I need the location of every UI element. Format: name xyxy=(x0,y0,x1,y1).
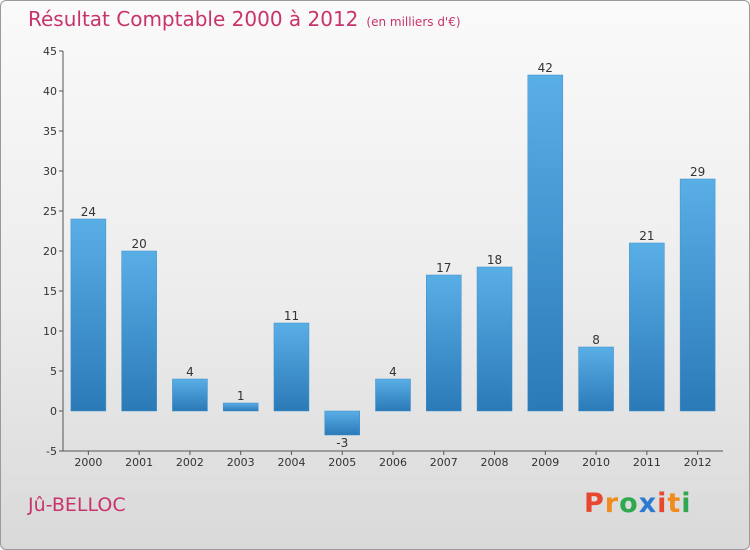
x-tick-label: 2008 xyxy=(481,456,509,469)
logo-letter: P xyxy=(584,488,605,519)
y-tick-label: 40 xyxy=(43,85,57,98)
bar-value-label: 4 xyxy=(186,365,194,379)
bar-value-label: 1 xyxy=(237,389,245,403)
bar-value-label: 20 xyxy=(132,237,147,251)
x-tick-label: 2004 xyxy=(277,456,305,469)
x-tick-label: 2012 xyxy=(684,456,712,469)
y-tick-label: 20 xyxy=(43,245,57,258)
y-tick-label: 0 xyxy=(50,405,57,418)
bar xyxy=(679,178,716,412)
chart-title-text: Résultat Comptable 2000 à 2012 xyxy=(28,7,359,31)
chart-title: Résultat Comptable 2000 à 2012 (en millie… xyxy=(28,7,461,31)
chart-subtitle: (en milliers d'€) xyxy=(366,15,461,29)
bar-value-label: 8 xyxy=(592,333,600,347)
proxiti-logo: Proxiti xyxy=(584,488,692,519)
logo-letter: x xyxy=(638,488,658,519)
x-tick-label: 2005 xyxy=(328,456,356,469)
bar xyxy=(70,218,107,412)
y-tick-label: 45 xyxy=(43,45,57,58)
y-tick-label: 5 xyxy=(50,365,57,378)
x-tick-label: 2009 xyxy=(531,456,559,469)
x-tick-label: 2006 xyxy=(379,456,407,469)
bar-value-label: 42 xyxy=(538,61,553,75)
bar-value-label: -3 xyxy=(336,436,348,450)
x-tick-label: 2011 xyxy=(633,456,661,469)
bar-value-label: 17 xyxy=(436,261,451,275)
logo-letter: t xyxy=(667,488,682,519)
bar xyxy=(578,346,614,412)
bar xyxy=(476,266,513,412)
bar xyxy=(629,242,665,412)
bar-value-label: 24 xyxy=(81,205,96,219)
x-tick-label: 2001 xyxy=(125,456,153,469)
bar xyxy=(121,250,157,412)
x-tick-label: 2010 xyxy=(582,456,610,469)
bar xyxy=(375,378,411,412)
bar-value-label: 29 xyxy=(690,165,705,179)
x-tick-label: 2003 xyxy=(227,456,255,469)
y-tick-label: 10 xyxy=(43,325,57,338)
bar xyxy=(324,410,360,436)
bar-value-label: 21 xyxy=(639,229,654,243)
bar xyxy=(527,74,564,412)
y-tick-label: 30 xyxy=(43,165,57,178)
bar-value-label: 4 xyxy=(389,365,397,379)
bar-value-label: 11 xyxy=(284,309,299,323)
y-tick-label: 15 xyxy=(43,285,57,298)
logo-letter: i xyxy=(657,488,668,519)
bar xyxy=(222,402,259,412)
bar xyxy=(172,378,208,412)
y-tick-label: 35 xyxy=(43,125,57,138)
bar xyxy=(426,274,462,412)
bar-value-label: 18 xyxy=(487,253,502,267)
y-tick-label: 25 xyxy=(43,205,57,218)
logo-letter: i xyxy=(681,488,692,519)
x-tick-label: 2007 xyxy=(430,456,458,469)
logo-letter: r xyxy=(604,488,620,519)
x-tick-label: 2002 xyxy=(176,456,204,469)
y-tick-label: -5 xyxy=(46,445,57,458)
commune-name: Jû-BELLOC xyxy=(28,494,126,516)
x-tick-label: 2000 xyxy=(74,456,102,469)
logo-letter: o xyxy=(619,488,639,519)
bar xyxy=(273,322,310,412)
